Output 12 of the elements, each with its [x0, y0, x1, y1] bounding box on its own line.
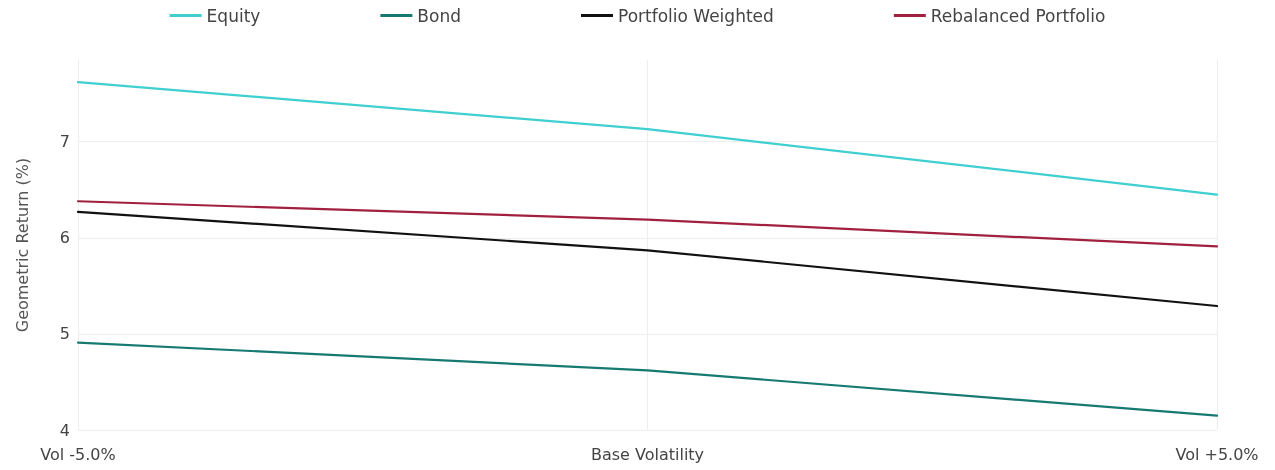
y-tick-label: 4	[59, 420, 70, 440]
legend-label: Equity	[206, 5, 261, 26]
y-tick-label: 6	[59, 228, 70, 248]
y-tick-label: 7	[59, 132, 70, 152]
legend-label: Portfolio Weighted	[618, 5, 774, 26]
legend-label: Rebalanced Portfolio	[930, 5, 1106, 26]
legend-label: Bond	[417, 5, 462, 26]
x-tick-label: Vol +5.0%	[1175, 444, 1259, 464]
x-tick-label: Base Volatility	[590, 444, 705, 464]
y-axis-title: Geometric Return (%)	[12, 157, 32, 333]
x-tick-label: Vol -5.0%	[40, 444, 116, 464]
y-tick-label: 5	[59, 324, 70, 344]
